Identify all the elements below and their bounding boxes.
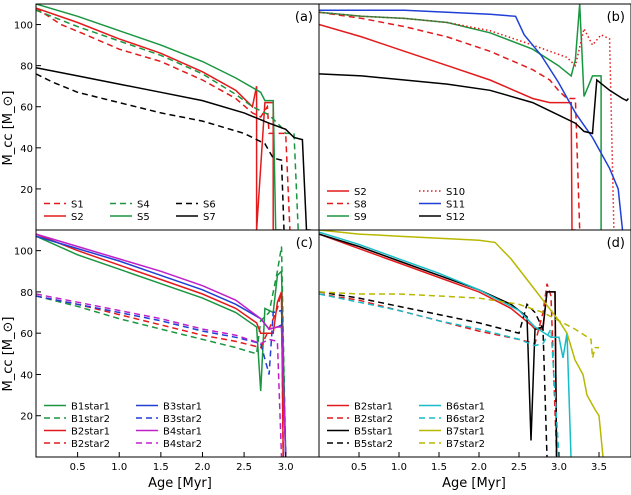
legend-label-b7star1: B7star1 xyxy=(446,427,485,438)
legend-label-s8: S8 xyxy=(354,200,367,211)
x-axis-label-right: Age [Myr] xyxy=(442,476,506,491)
series-line-s6 xyxy=(36,73,285,230)
y-tick-label: 20 xyxy=(20,412,33,423)
series-line-b6star1 xyxy=(319,231,572,457)
series-line-s2 xyxy=(36,7,282,230)
x-tick-label: 1.5 xyxy=(431,462,447,473)
series-line-s2 xyxy=(319,23,576,230)
legend-label-b7star2: B7star2 xyxy=(446,439,485,450)
y-tick-label: 60 xyxy=(20,103,33,114)
series-line-b6star2 xyxy=(319,293,560,457)
panel-label: (a) xyxy=(295,10,313,25)
legend-label-s5: S5 xyxy=(137,212,150,223)
x-tick-label: 3.5 xyxy=(591,462,607,473)
series-line-b3star2 xyxy=(36,295,287,457)
x-tick-label: 0.5 xyxy=(70,462,86,473)
series-line-b7star2 xyxy=(319,291,599,359)
series-line-b4star2 xyxy=(36,293,283,457)
y-axis-label-bottom: M_cc [M_⊙] xyxy=(1,317,16,392)
series-line-s1 xyxy=(36,7,291,230)
x-tick-label: 1.5 xyxy=(153,462,169,473)
y-tick-label: 80 xyxy=(20,62,33,73)
series-line-b5star1 xyxy=(319,233,558,457)
legend-label-s9: S9 xyxy=(354,212,367,223)
series-line-s12 xyxy=(319,73,629,135)
legend-label-b3star1: B3star1 xyxy=(163,402,202,413)
y-tick-label: 40 xyxy=(20,370,33,381)
legend-label-b1star2: B1star2 xyxy=(71,414,110,425)
x-tick-label: 2.0 xyxy=(471,462,487,473)
x-tick-label: 3.0 xyxy=(551,462,567,473)
series-line-b2star2 xyxy=(36,291,284,457)
series-line-s7 xyxy=(36,66,311,230)
legend-label-b5star2: B5star2 xyxy=(354,439,393,450)
legend-label-s1: S1 xyxy=(71,200,84,211)
series-line-b1star2 xyxy=(36,246,287,457)
y-tick-label: 80 xyxy=(20,288,33,299)
legend-label-s6: S6 xyxy=(203,200,216,211)
y-tick-label: 60 xyxy=(20,329,33,340)
legend-label-b4star2: B4star2 xyxy=(163,439,202,450)
legend-label-b6star1: B6star1 xyxy=(446,402,485,413)
series-line-b1star1 xyxy=(36,235,287,457)
legend-label-b3star2: B3star2 xyxy=(163,414,202,425)
series-line-s8 xyxy=(319,11,581,230)
legend-label-b2star1: B2star1 xyxy=(71,427,110,438)
x-tick-label: 1.0 xyxy=(391,462,407,473)
y-tick-label: 20 xyxy=(20,185,33,196)
series-line-s11 xyxy=(319,9,624,230)
x-axis-label-left: Age [Myr] xyxy=(148,476,212,491)
panels: 20406080100(a)S1S2S4S5S6S7(b)S2S8S9S10S1… xyxy=(14,3,631,473)
legend-label-b2star1: B2star1 xyxy=(354,402,393,413)
series-lines xyxy=(319,230,604,457)
series-line-b7star1 xyxy=(319,230,604,457)
legend-label-s7: S7 xyxy=(203,212,216,223)
panel-label: (b) xyxy=(607,10,625,25)
panel-frame xyxy=(318,229,631,458)
x-tick-label: 2.5 xyxy=(511,462,527,473)
legend-label-b2star2: B2star2 xyxy=(354,414,393,425)
series-line-b5star2 xyxy=(319,291,548,457)
legend-label-s12: S12 xyxy=(446,212,465,223)
legend-label-b6star2: B6star2 xyxy=(446,414,485,425)
panel-label: (c) xyxy=(296,236,313,251)
series-lines xyxy=(319,4,629,230)
legend-label-b5star1: B5star1 xyxy=(354,427,393,438)
legend-label-s10: S10 xyxy=(446,187,465,198)
y-tick-label: 100 xyxy=(14,21,33,32)
y-tick-label: 40 xyxy=(20,144,33,155)
x-tick-label: 2.5 xyxy=(236,462,252,473)
legend-label-b1star1: B1star1 xyxy=(71,402,110,413)
y-axis-label-top: M_cc [M_⊙] xyxy=(1,91,16,166)
legend-label-s2: S2 xyxy=(71,212,84,223)
series-line-b4star1 xyxy=(36,233,287,457)
series-lines xyxy=(36,4,311,230)
panel-label: (d) xyxy=(607,236,625,251)
series-line-b2star1 xyxy=(36,233,284,457)
legend-label-s4: S4 xyxy=(137,200,150,211)
legend-label-b2star2: B2star2 xyxy=(71,439,110,450)
series-lines xyxy=(36,233,287,457)
x-tick-label: 0.5 xyxy=(351,462,367,473)
x-tick-label: 2.0 xyxy=(195,462,211,473)
legend-label-s2: S2 xyxy=(354,187,367,198)
series-line-s5 xyxy=(36,4,282,230)
y-tick-label: 100 xyxy=(14,247,33,258)
panel-frame xyxy=(35,3,320,231)
legend-label-b4star1: B4star1 xyxy=(163,427,202,438)
x-tick-label: 3.0 xyxy=(278,462,294,473)
x-tick-label: 1.0 xyxy=(111,462,127,473)
legend-label-s11: S11 xyxy=(446,200,465,211)
